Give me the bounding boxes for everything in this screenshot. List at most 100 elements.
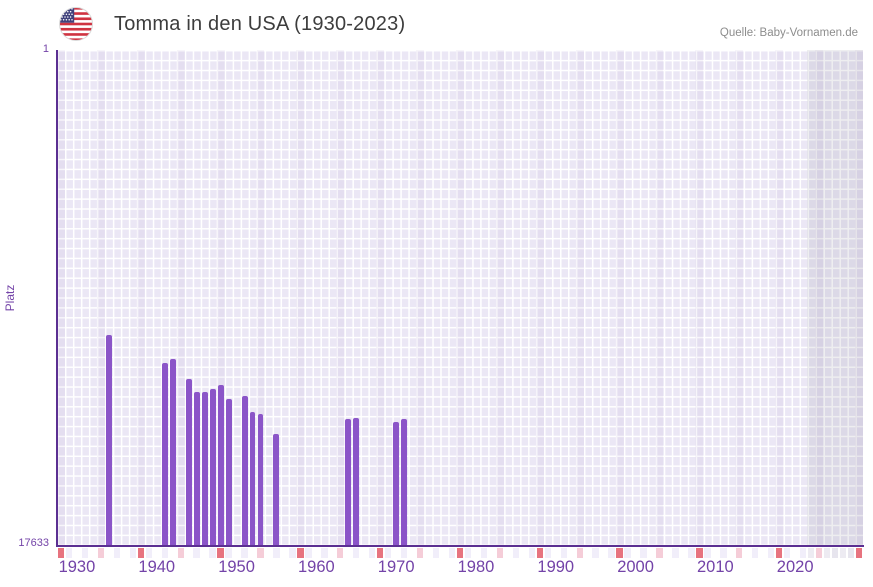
bar-1970[interactable]: [393, 421, 400, 546]
grid-highlight-column: [535, 50, 544, 545]
ruler-cell-1975: [432, 547, 440, 558]
ruler-cell-1962: [329, 547, 336, 558]
us-flag-icon: [59, 7, 93, 41]
ruler-cell-2002: [648, 547, 655, 558]
ruler-cell-1935: [113, 547, 121, 558]
ruler-cell-1929: [65, 547, 73, 558]
grid-highlight-column: [376, 50, 385, 545]
ruler-cell-1948: [217, 547, 224, 558]
ruler-cell-1939: [145, 547, 152, 558]
ruler-cell-1949: [225, 547, 232, 558]
bar-1946[interactable]: [201, 391, 208, 546]
grid-highlight-column: [735, 50, 744, 545]
ruler-cell-1990: [552, 547, 559, 558]
ruler-cell-2016: [760, 547, 767, 558]
ruler-cell-2009: [704, 547, 711, 558]
ruler-cell-1941: [161, 547, 168, 558]
grid-highlight-column: [815, 50, 824, 545]
grid-highlight-column: [655, 50, 664, 545]
bar-1965[interactable]: [353, 418, 360, 546]
ruler-cell-1930: [73, 547, 81, 558]
bar-1964[interactable]: [345, 418, 352, 546]
x-axis-tick-1940: 1940: [138, 558, 176, 576]
bar-1951[interactable]: [241, 395, 248, 546]
ruler-cell-1980: [472, 547, 480, 558]
ruler-cell-2015: [752, 547, 759, 558]
ruler-cell-1985: [512, 547, 520, 558]
ruler-cell-1945: [193, 547, 200, 558]
ruler-cell-1953: [257, 547, 264, 558]
ruler-cell-1988: [536, 547, 543, 558]
grid-highlight-column: [296, 50, 305, 545]
ruler-cell-2028: [855, 547, 863, 558]
bar-1944[interactable]: [185, 379, 192, 546]
ruler-cell-1937: [129, 547, 136, 558]
bar-1953[interactable]: [257, 413, 264, 546]
grid-highlight-column: [256, 50, 265, 545]
ruler-cell-2003: [656, 547, 663, 558]
ruler-cell-1994: [584, 547, 591, 558]
page-title: Tomma in den USA (1930-2023): [114, 13, 406, 35]
ruler-cell-1998: [616, 547, 623, 558]
ruler-cell-2011: [720, 547, 727, 558]
grid-highlight-column: [575, 50, 584, 545]
x-axis-tick-1980: 1980: [457, 558, 495, 576]
bar-1949[interactable]: [225, 398, 232, 546]
ruler-cell-2013: [736, 547, 743, 558]
grid-highlight-column: [57, 50, 65, 545]
ruler-cell-1974: [424, 547, 432, 558]
ruler-cell-1947: [209, 547, 216, 558]
ruler-cell-1992: [568, 547, 575, 558]
ruler-cell-1957: [289, 547, 296, 558]
bar-1955[interactable]: [273, 434, 280, 546]
x-axis-tick-2010: 2010: [697, 558, 734, 576]
bar-1948[interactable]: [217, 384, 224, 546]
ruler-cell-2023: [815, 547, 823, 558]
ruler-cell-1958: [297, 547, 304, 558]
ruler-cell-1952: [249, 547, 256, 558]
ruler-cell-1968: [377, 547, 384, 558]
ruler-cell-2022: [807, 547, 815, 558]
bar-1971[interactable]: [401, 419, 408, 546]
ruler-cell-1995: [592, 547, 599, 558]
ruler-cell-1976: [440, 547, 448, 558]
ruler-cell-2012: [728, 547, 735, 558]
x-axis-tick-1990: 1990: [537, 558, 575, 576]
ruler-cell-2026: [839, 547, 847, 558]
bar-1942[interactable]: [169, 359, 176, 546]
ruler-cell-1983: [496, 547, 504, 558]
ruler-cell-2014: [744, 547, 751, 558]
ruler-cell-1940: [153, 547, 160, 558]
bar-1945[interactable]: [193, 391, 200, 546]
y-axis-title: Platz: [3, 284, 17, 312]
source-link[interactable]: Quelle: Baby-Vornamen.de: [719, 27, 858, 39]
grid-highlight-column: [456, 50, 464, 545]
no-data-band: [807, 50, 863, 545]
ruler-cell-1942: [169, 547, 176, 558]
bar-1941[interactable]: [161, 362, 168, 546]
ruler-cell-1956: [281, 547, 288, 558]
ruler-cell-1977: [448, 547, 456, 558]
x-axis-tick-1960: 1960: [297, 558, 335, 576]
ruler-cell-1954: [265, 547, 272, 558]
x-axis-tick-1970: 1970: [377, 558, 415, 576]
ruler-cell-1972: [408, 547, 416, 558]
plot-area: [57, 50, 863, 545]
bar-1947[interactable]: [209, 389, 216, 546]
ruler-cell-1951: [241, 547, 248, 558]
bar-1952[interactable]: [249, 411, 256, 546]
ruler-cell-1997: [608, 547, 615, 558]
ruler-cell-1967: [369, 547, 376, 558]
ruler-cell-1986: [520, 547, 528, 558]
ruler-cell-2005: [672, 547, 679, 558]
ruler-cell-1955: [273, 547, 280, 558]
grid-highlight-column: [416, 50, 425, 545]
ruler-cell-1932: [89, 547, 97, 558]
ruler-cell-2001: [640, 547, 647, 558]
bar-1934[interactable]: [105, 334, 112, 546]
ruler-cell-2007: [688, 547, 695, 558]
ruler-cell-1959: [305, 547, 312, 558]
ruler-cell-1984: [504, 547, 512, 558]
ruler-cell-1969: [384, 547, 392, 558]
